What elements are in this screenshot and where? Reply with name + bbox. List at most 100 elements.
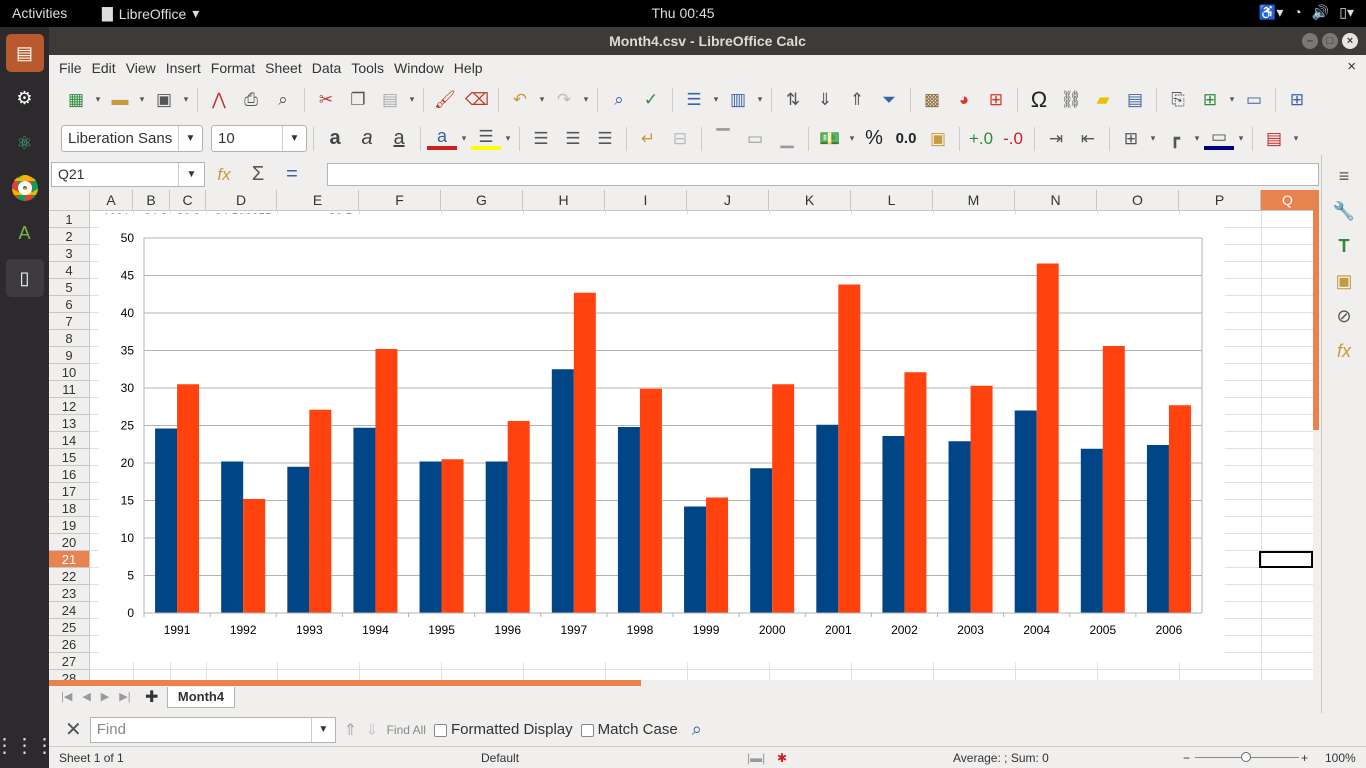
column-icon[interactable]: ▥ (729, 89, 747, 109)
next-sheet-icon[interactable]: ▶ (100, 691, 110, 703)
row-header[interactable]: 4 (49, 262, 90, 279)
menu-window[interactable]: Window (394, 59, 444, 76)
merge-cells-icon[interactable]: ⊟ (672, 128, 688, 148)
row-header[interactable]: 21 (49, 551, 90, 568)
row-header[interactable]: 23 (49, 585, 90, 602)
italic-icon[interactable]: a (361, 127, 373, 149)
border-style-icon[interactable]: ┏ (1169, 128, 1181, 148)
formatted-display-option[interactable]: Formatted Display (433, 721, 573, 738)
chevron-down-icon[interactable]: ▾ (849, 133, 855, 143)
column-header[interactable]: F (359, 190, 441, 211)
column-header[interactable]: P (1179, 190, 1261, 211)
special-character-icon[interactable]: Ω (1030, 86, 1048, 112)
export-pdf-icon[interactable]: ⋀ (212, 89, 226, 109)
column-header[interactable]: M (933, 190, 1015, 211)
wifi-icon[interactable]: ◔ (1293, 4, 1302, 20)
image-icon[interactable]: ▩ (923, 89, 941, 109)
chevron-down-icon[interactable]: ▾ (1150, 133, 1156, 143)
formatted-display-checkbox[interactable] (433, 723, 447, 737)
autofilter-icon[interactable]: ⏷ (882, 89, 896, 109)
find-next-icon[interactable]: ⇓ (365, 721, 379, 739)
hyperlink-icon[interactable]: ⛓ (1060, 89, 1082, 109)
chevron-down-icon[interactable]: ▾ (583, 94, 589, 104)
clear-formatting-icon[interactable]: ⌫ (464, 89, 490, 109)
row-header[interactable]: 14 (49, 432, 90, 449)
last-sheet-icon[interactable]: ▶| (119, 691, 131, 703)
formula-input[interactable] (327, 163, 1319, 186)
scroll-thumb[interactable] (1313, 190, 1319, 430)
menu-tools[interactable]: Tools (351, 59, 384, 76)
match-case-checkbox[interactable] (580, 723, 594, 737)
print-icon[interactable]: ⎙ (244, 89, 258, 109)
row-header[interactable]: 6 (49, 296, 90, 313)
number-format-icon[interactable]: 0.0 (895, 130, 917, 147)
row-header[interactable]: 27 (49, 653, 90, 670)
close-icon[interactable]: × (1342, 33, 1358, 49)
row-header[interactable]: 19 (49, 517, 90, 534)
row-header[interactable]: 11 (49, 381, 90, 398)
find-input[interactable]: Find ▼ (89, 716, 336, 743)
align-left-icon[interactable]: ☰ (533, 128, 549, 148)
chevron-down-icon[interactable]: ▾ (1238, 133, 1244, 143)
decrease-indent-icon[interactable]: ⇤ (1080, 128, 1096, 148)
chevron-down-icon[interactable]: ▼ (282, 126, 306, 151)
save-icon[interactable]: ▣ (155, 89, 173, 109)
chevron-down-icon[interactable]: ▾ (409, 94, 415, 104)
file-manager-icon[interactable]: ▤ (5, 34, 44, 72)
conditional-format-icon[interactable]: ▤ (1265, 128, 1283, 148)
row-header[interactable]: 22 (49, 568, 90, 585)
chevron-down-icon[interactable]: ▾ (1293, 133, 1299, 143)
row-header[interactable]: 10 (49, 364, 90, 381)
column-header[interactable]: Q (1261, 190, 1313, 211)
split-window-icon[interactable]: ▭ (1245, 89, 1263, 109)
function-wizard-icon[interactable]: fx (217, 164, 231, 184)
menu-edit[interactable]: Edit (91, 59, 116, 76)
zoom-out-icon[interactable]: − (1183, 751, 1191, 765)
clone-formatting-icon[interactable]: 🖌 (434, 89, 456, 109)
border-color-icon[interactable]: ▭ (1204, 127, 1234, 150)
new-icon[interactable]: ▦ (67, 89, 85, 109)
row-header[interactable]: 3 (49, 245, 90, 262)
first-sheet-icon[interactable]: |◀ (61, 691, 73, 703)
open-icon[interactable]: ▬ (111, 89, 129, 109)
functions-icon[interactable]: fx (1336, 340, 1351, 361)
insert-mode-icon[interactable]: |▬| (747, 751, 766, 765)
column-header[interactable]: K (769, 190, 851, 211)
chevron-down-icon[interactable]: ▼ (178, 126, 202, 151)
find-replace-icon[interactable]: ⌕ (691, 719, 702, 739)
chevron-down-icon[interactable]: ▾ (139, 94, 145, 104)
redo-icon[interactable]: ↷ (556, 89, 572, 109)
sort-descending-icon[interactable]: ⇓ (817, 89, 833, 109)
column-header[interactable]: N (1015, 190, 1097, 211)
chevron-down-icon[interactable]: ▾ (539, 94, 545, 104)
chevron-down-icon[interactable]: ▾ (461, 133, 467, 143)
column-header[interactable]: D (206, 190, 277, 211)
select-all-corner[interactable] (49, 190, 90, 211)
find-previous-icon[interactable]: ⇑ (343, 721, 358, 739)
column-header[interactable]: E (277, 190, 359, 211)
atom-icon[interactable]: ⚛ (16, 132, 33, 153)
row-header[interactable]: 18 (49, 500, 90, 517)
styles-icon[interactable]: T (1338, 235, 1350, 256)
row-header[interactable]: 28 (49, 670, 90, 680)
wrap-text-icon[interactable]: ↵ (640, 128, 656, 148)
sheet-tab-month4[interactable]: Month4 (167, 687, 235, 708)
column-header[interactable]: G (441, 190, 523, 211)
chevron-down-icon[interactable]: ▼ (310, 717, 335, 742)
row-header[interactable]: 24 (49, 602, 90, 619)
row-header[interactable]: 26 (49, 636, 90, 653)
show-draw-functions-icon[interactable]: ⊞ (1289, 89, 1305, 109)
row-header[interactable]: 13 (49, 415, 90, 432)
chevron-down-icon[interactable]: ▾ (95, 94, 101, 104)
underline-icon[interactable]: a (393, 127, 405, 149)
undo-icon[interactable]: ↶ (512, 89, 528, 109)
document-modified-icon[interactable]: ✱ (777, 751, 788, 765)
align-top-icon[interactable]: ▔ (716, 128, 730, 148)
find-all-button[interactable]: Find All (386, 722, 426, 737)
row-header[interactable]: 20 (49, 534, 90, 551)
header-footer-icon[interactable]: ▤ (1126, 89, 1144, 109)
menu-data[interactable]: Data (311, 59, 342, 76)
android-studio-icon[interactable]: A (18, 222, 31, 243)
menu-insert[interactable]: Insert (165, 59, 201, 76)
maximize-icon[interactable]: □ (1322, 33, 1338, 49)
